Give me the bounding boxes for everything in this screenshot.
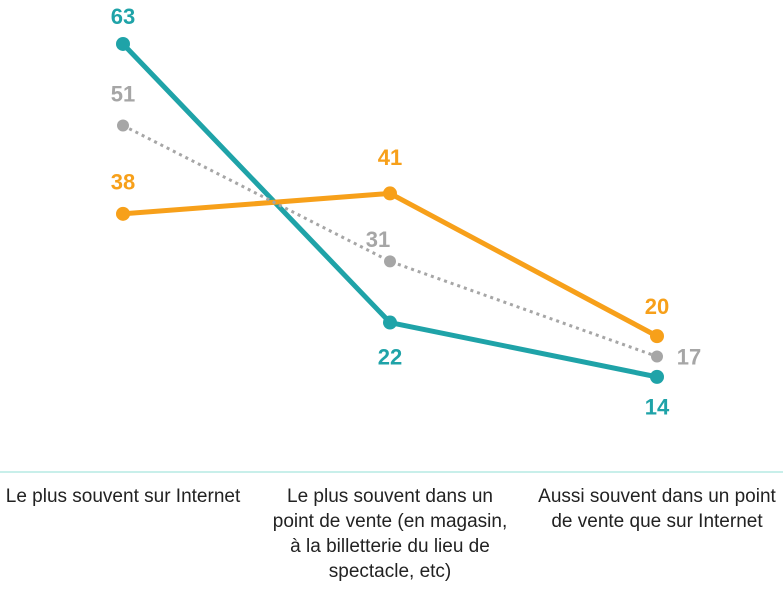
data-label: 31 xyxy=(366,227,390,252)
point xyxy=(650,329,664,344)
x-tick-label: Aussi souvent dans un point de vente que… xyxy=(538,486,776,532)
data-label: 20 xyxy=(645,294,669,319)
data-label: 14 xyxy=(645,395,670,420)
data-label: 22 xyxy=(378,344,402,369)
point xyxy=(383,315,397,330)
point xyxy=(116,206,130,221)
series-line xyxy=(122,124,658,358)
data-label: 17 xyxy=(677,344,701,369)
x-tick-label: Le plus souvent sur Internet xyxy=(5,486,241,507)
point xyxy=(650,369,664,384)
data-label: 41 xyxy=(378,145,402,170)
data-label: 51 xyxy=(111,81,135,106)
point xyxy=(383,186,397,201)
point xyxy=(651,350,663,363)
point xyxy=(384,255,396,268)
data-label: 38 xyxy=(111,170,135,195)
x-tick-label: Le plus souvent dans un point de vente (… xyxy=(272,486,508,582)
point xyxy=(116,36,130,51)
data-label: 63 xyxy=(111,4,135,29)
point xyxy=(117,119,129,132)
